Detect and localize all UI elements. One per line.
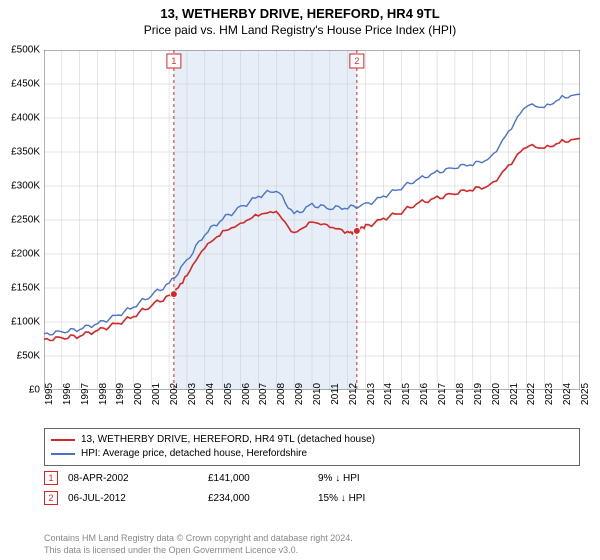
x-tick-label: 1996 <box>62 383 73 405</box>
legend: 13, WETHERBY DRIVE, HEREFORD, HR4 9TL (d… <box>44 428 580 466</box>
chart-container: 13, WETHERBY DRIVE, HEREFORD, HR4 9TL Pr… <box>0 0 600 560</box>
x-tick-label: 2002 <box>169 383 180 405</box>
x-tick-label: 2024 <box>562 383 573 405</box>
y-tick-label: £100K <box>11 317 40 328</box>
x-tick-label: 2000 <box>133 383 144 405</box>
x-tick-label: 2016 <box>419 383 430 405</box>
x-tick-label: 2012 <box>348 383 359 405</box>
y-tick-label: £250K <box>11 215 40 226</box>
y-tick-label: £300K <box>11 181 40 192</box>
x-tick-label: 2023 <box>544 383 555 405</box>
sale-pct: 15% ↓ HPI <box>318 493 580 504</box>
footer-line-2: This data is licensed under the Open Gov… <box>44 544 353 556</box>
x-tick-label: 2014 <box>383 383 394 405</box>
x-tick-label: 2015 <box>401 383 412 405</box>
x-tick-label: 2010 <box>312 383 323 405</box>
line-chart: 12 <box>44 50 580 390</box>
x-tick-label: 2009 <box>294 383 305 405</box>
x-tick-label: 2019 <box>473 383 484 405</box>
sale-price: £234,000 <box>208 493 308 504</box>
x-tick-label: 2025 <box>580 383 591 405</box>
x-tick-label: 2005 <box>223 383 234 405</box>
footer-line-1: Contains HM Land Registry data © Crown c… <box>44 532 353 544</box>
x-tick-label: 2006 <box>241 383 252 405</box>
y-tick-label: £400K <box>11 113 40 124</box>
y-tick-label: £450K <box>11 79 40 90</box>
x-tick-label: 2013 <box>366 383 377 405</box>
legend-label: HPI: Average price, detached house, Here… <box>81 447 307 461</box>
sale-row: 2 06-JUL-2012 £234,000 15% ↓ HPI <box>44 488 580 508</box>
x-tick-label: 2022 <box>526 383 537 405</box>
y-tick-label: £50K <box>17 351 40 362</box>
legend-swatch <box>51 453 75 455</box>
chart-subtitle: Price paid vs. HM Land Registry's House … <box>0 21 600 37</box>
legend-label: 13, WETHERBY DRIVE, HEREFORD, HR4 9TL (d… <box>81 433 375 447</box>
x-tick-label: 1999 <box>115 383 126 405</box>
x-tick-label: 2018 <box>455 383 466 405</box>
x-tick-label: 2001 <box>151 383 162 405</box>
x-tick-label: 2007 <box>258 383 269 405</box>
sale-marker: 1 <box>44 471 58 485</box>
svg-text:1: 1 <box>171 56 176 66</box>
x-tick-label: 2004 <box>205 383 216 405</box>
x-tick-label: 2011 <box>330 383 341 405</box>
x-tick-label: 2020 <box>491 383 502 405</box>
sale-date: 08-APR-2002 <box>68 473 198 484</box>
y-tick-label: £500K <box>11 45 40 56</box>
sale-pct: 9% ↓ HPI <box>318 473 580 484</box>
x-tick-label: 2021 <box>509 383 520 405</box>
legend-item: 13, WETHERBY DRIVE, HEREFORD, HR4 9TL (d… <box>51 433 573 447</box>
chart-title: 13, WETHERBY DRIVE, HEREFORD, HR4 9TL <box>0 0 600 21</box>
svg-text:2: 2 <box>354 56 359 66</box>
sale-date: 06-JUL-2012 <box>68 493 198 504</box>
sale-price: £141,000 <box>208 473 308 484</box>
sale-row: 1 08-APR-2002 £141,000 9% ↓ HPI <box>44 468 580 488</box>
y-tick-label: £0 <box>29 385 40 396</box>
chart-area: 12 £0£50K£100K£150K£200K£250K£300K£350K£… <box>44 50 580 390</box>
x-tick-label: 2003 <box>187 383 198 405</box>
x-tick-label: 1998 <box>98 383 109 405</box>
y-tick-label: £150K <box>11 283 40 294</box>
sale-marker: 2 <box>44 491 58 505</box>
sales-table: 1 08-APR-2002 £141,000 9% ↓ HPI 2 06-JUL-2012… <box>44 468 580 508</box>
x-tick-label: 2008 <box>276 383 287 405</box>
x-tick-label: 1995 <box>44 383 55 405</box>
footer-attribution: Contains HM Land Registry data © Crown c… <box>44 532 353 556</box>
legend-item: HPI: Average price, detached house, Here… <box>51 447 573 461</box>
legend-swatch <box>51 439 75 441</box>
y-tick-label: £350K <box>11 147 40 158</box>
x-tick-label: 2017 <box>437 383 448 405</box>
y-tick-label: £200K <box>11 249 40 260</box>
x-tick-label: 1997 <box>80 383 91 405</box>
